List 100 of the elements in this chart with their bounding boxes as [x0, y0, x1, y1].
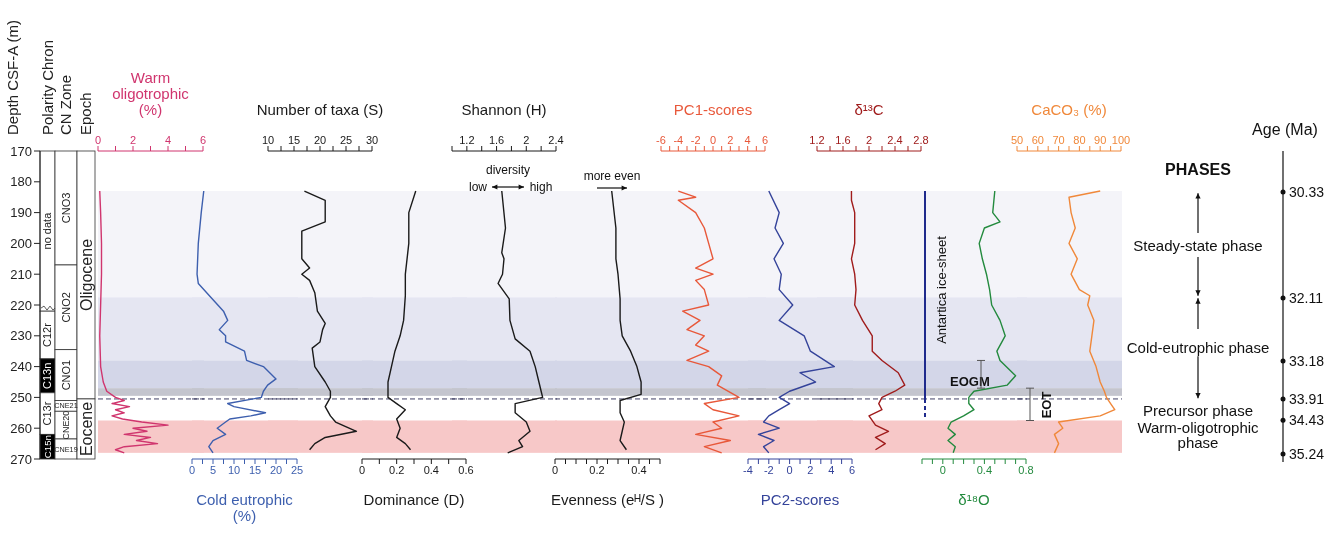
x-tick-label: 80	[1073, 134, 1086, 146]
text: CNO3	[59, 192, 72, 224]
y-tick-label: 200	[10, 235, 32, 251]
x-tick-label: 0.6	[458, 463, 474, 476]
text: 34.43	[1289, 412, 1325, 429]
y-tick-label: 210	[10, 266, 32, 282]
text: 33.91	[1289, 390, 1325, 407]
line-series	[99, 190, 169, 454]
x-tick-label: 0	[939, 463, 946, 476]
x-axis-title: Number of taxa (S)	[255, 101, 385, 118]
x-axis-title: Shannon (H)	[460, 101, 548, 118]
x-tick-label: 6	[848, 463, 856, 476]
x-tick-label: 0	[786, 463, 793, 476]
y-tick-label: 170	[10, 143, 32, 159]
x-tick-label: 25	[339, 134, 353, 146]
x-tick-label: 4	[164, 134, 172, 146]
x-tick-label: 70	[1052, 134, 1065, 146]
x-tick-label: 10	[261, 134, 275, 146]
x-tick-label: 0.4	[631, 463, 647, 476]
x-tick-label: 0	[188, 463, 196, 476]
y-tick-label: 270	[10, 451, 32, 467]
x-axis-title: Warm oligotrophic (%)	[111, 69, 190, 118]
y-tick-label: 240	[10, 359, 32, 375]
x-tick-label: 1.2	[459, 134, 475, 146]
x-tick-label: 4	[828, 463, 835, 476]
x-tick-label: -6	[656, 134, 666, 146]
x-tick-label: 0.2	[389, 463, 405, 476]
annotation: Antartica ice-sheet	[933, 235, 949, 344]
x-tick-label: 0	[94, 134, 102, 146]
x-tick-label: 2	[523, 134, 530, 146]
text: C15n	[41, 435, 53, 459]
annotation: high	[529, 180, 553, 195]
x-tick-label: 30	[365, 134, 379, 146]
text: 33.18	[1289, 352, 1325, 369]
x-tick-label: 4	[744, 134, 751, 146]
text: 30.33	[1289, 183, 1325, 200]
annotation: EOGM	[950, 373, 990, 389]
x-axis-title: CaCO₃ (%)	[1030, 101, 1108, 118]
text: CN Zone	[57, 74, 74, 135]
x-axis-title: Evenness (eᴴ/S )	[549, 491, 666, 508]
x-tick-label: 20	[313, 134, 327, 146]
x-axis-title: PC2-scores	[759, 491, 841, 508]
text: Age (Ma)	[1252, 121, 1318, 138]
x-tick-label: 2.8	[913, 134, 929, 146]
x-tick-label: 10	[227, 463, 241, 476]
x-tick-label: 0	[709, 134, 717, 146]
text: CNE20	[61, 410, 72, 440]
annotation: low	[468, 180, 488, 195]
annotation: diversity	[485, 163, 531, 178]
x-tick-label: 0	[551, 463, 559, 476]
x-tick-label: 1.6	[488, 134, 505, 146]
text: C13n	[41, 362, 54, 389]
x-axis-title: Dominance (D)	[362, 491, 466, 508]
text: Epoch	[77, 92, 94, 135]
x-tick-label: 0.4	[976, 463, 993, 476]
x-tick-label: 0	[358, 463, 366, 476]
x-tick-label: 2	[807, 463, 814, 476]
x-tick-label: -4	[743, 463, 753, 476]
y-tick-label: 260	[10, 420, 32, 436]
annotation: EOT	[1038, 391, 1054, 419]
x-tick-label: 60	[1031, 134, 1044, 146]
x-tick-label: 15	[287, 134, 301, 146]
x-tick-label: 2	[865, 134, 873, 146]
x-tick-label: 2.4	[887, 134, 903, 146]
text: Eocene	[77, 401, 95, 457]
x-tick-label: 2.4	[548, 134, 564, 146]
x-tick-label: 20	[269, 463, 283, 476]
x-tick-label: 1.6	[835, 134, 851, 146]
text: Warm-oligotrophic phase	[1124, 418, 1272, 451]
x-tick-label: 90	[1094, 134, 1107, 146]
text: CNO1	[59, 359, 72, 391]
text: C12r	[41, 322, 54, 347]
y-tick-label: 230	[10, 328, 32, 344]
x-tick-label: 1.2	[809, 134, 825, 146]
text: C13r	[41, 401, 54, 426]
x-axis-title: δ¹³C	[853, 101, 885, 118]
text: 35.24	[1289, 445, 1325, 462]
x-tick-label: 25	[290, 463, 304, 476]
x-tick-label: -2	[763, 463, 774, 476]
text: PHASES	[1165, 161, 1232, 178]
x-tick-label: 2	[727, 134, 734, 146]
text: Cold-eutrophic phase	[1124, 338, 1272, 356]
x-axis-title: PC1-scores	[672, 101, 754, 118]
x-tick-label: 0.2	[589, 463, 605, 476]
text: no data	[41, 211, 54, 250]
y-tick-label: 220	[10, 297, 32, 313]
text: CNO2	[59, 292, 72, 323]
y-axis-title: Depth CSF-A (m)	[4, 19, 21, 135]
y-tick-label: 250	[10, 389, 32, 405]
text: Oligocene	[77, 238, 95, 311]
x-tick-label: -4	[673, 134, 684, 146]
text: 32.11	[1289, 289, 1324, 306]
text: Steady-state phase	[1124, 236, 1272, 254]
x-tick-label: 6	[199, 134, 207, 146]
text: Polarity Chron	[38, 39, 56, 135]
annotation: more even	[583, 169, 641, 184]
y-tick-label: 180	[10, 174, 32, 190]
x-tick-label: 2	[129, 134, 137, 146]
x-tick-label: 15	[248, 463, 262, 476]
x-tick-label: 0.4	[423, 463, 439, 476]
